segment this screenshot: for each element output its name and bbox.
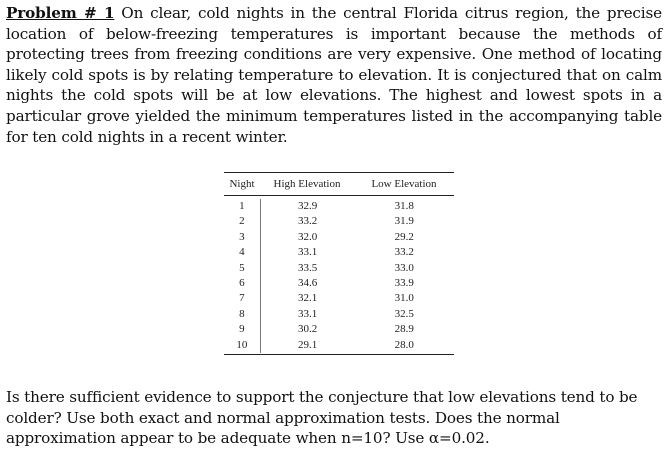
table-body: 1 32.9 31.8 2 33.2 31.9 3 32.0 29.2 4 33… [224, 199, 454, 353]
cell-low: 28.9 [394, 323, 414, 336]
cell-high: 33.1 [298, 246, 318, 259]
table-row: 9 30.2 28.9 [224, 322, 454, 338]
cell-low: 31.9 [394, 215, 414, 228]
cell-low: 29.2 [394, 230, 414, 243]
cell-night: 5 [224, 260, 261, 276]
table-row: 3 32.0 29.2 [224, 229, 454, 246]
table-row: 4 33.1 33.2 [224, 245, 454, 261]
header-night: Night [229, 178, 255, 190]
question-text: Is there sufficient evidence to support … [6, 388, 638, 448]
cell-low: 31.0 [394, 292, 414, 305]
problem-text: On clear, cold nights in the central Flo… [6, 4, 662, 146]
problem-statement: Problem # 1 On clear, cold nights in the… [6, 3, 662, 147]
problem-heading: Problem # 1 [6, 4, 115, 22]
cell-high: 32.9 [298, 200, 318, 212]
table-row: 2 33.2 31.9 [224, 214, 454, 230]
table-header-row: Night High Elevation Low Elevation [224, 173, 454, 196]
cell-low: 28.0 [394, 338, 414, 351]
table-row: 5 33.5 33.0 [224, 260, 454, 276]
cell-low: 33.9 [394, 276, 414, 289]
table-top-rule [224, 172, 454, 173]
cell-low: 33.0 [394, 261, 414, 274]
cell-low: 33.2 [394, 246, 414, 259]
cell-night: 1 [224, 199, 261, 215]
table-row: 6 34.6 33.9 [224, 275, 454, 292]
cell-high: 33.5 [298, 261, 318, 274]
cell-night: 7 [224, 291, 261, 307]
header-high-elevation: High Elevation [273, 178, 341, 190]
cell-high: 30.2 [298, 323, 318, 336]
cell-high: 29.1 [298, 338, 318, 351]
table-row: 8 33.1 32.5 [224, 306, 454, 323]
cell-night: 8 [224, 306, 261, 323]
cell-night: 10 [224, 337, 261, 353]
table-bottom-rule [224, 353, 454, 355]
cell-night: 6 [224, 275, 261, 292]
cell-night: 9 [224, 322, 261, 338]
cell-high: 33.1 [298, 307, 318, 320]
cell-high: 34.6 [298, 276, 318, 289]
cell-high: 32.0 [298, 230, 318, 243]
table-row: 10 29.1 28.0 [224, 337, 454, 353]
cell-night: 3 [224, 229, 261, 246]
cell-night: 4 [224, 245, 261, 261]
cell-low: 31.8 [394, 200, 414, 212]
cell-night: 2 [224, 214, 261, 230]
table-row: 1 32.9 31.8 [224, 199, 454, 215]
cell-low: 32.5 [394, 307, 414, 320]
cell-high: 33.2 [298, 215, 318, 228]
temperature-table: Night High Elevation Low Elevation 1 32.… [224, 172, 454, 355]
header-low-elevation: Low Elevation [371, 178, 437, 190]
cell-high: 32.1 [298, 292, 318, 305]
table-row: 7 32.1 31.0 [224, 291, 454, 307]
